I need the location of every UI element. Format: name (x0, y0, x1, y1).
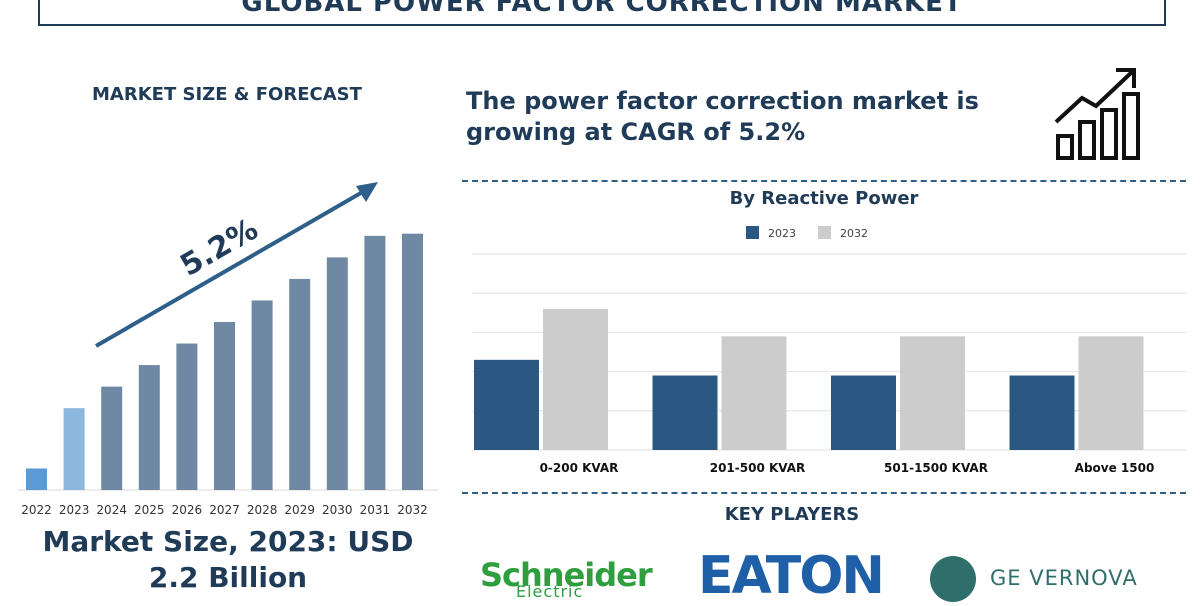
market-size-line1: Market Size, 2023: USD (42, 525, 414, 558)
headline-line1: The power factor correction market is (466, 87, 979, 115)
x-tick-label: 2025 (134, 503, 165, 517)
cagr-headline: The power factor correction market is gr… (466, 86, 1026, 148)
forecast-bar (63, 408, 85, 490)
reactive-power-bar (831, 375, 896, 450)
headline-line2: growing at CAGR of 5.2% (466, 118, 806, 146)
x-tick-label: 2026 (172, 503, 203, 517)
page-title: GLOBAL POWER FACTOR CORRECTION MARKET (241, 0, 963, 18)
category-label: 501-1500 KVAR (884, 461, 988, 475)
trend-arrow-head (356, 182, 378, 202)
legend-label: 2032 (840, 227, 868, 240)
x-tick-label: 2027 (209, 503, 240, 517)
x-tick-label: 2030 (322, 503, 353, 517)
forecast-bar (364, 235, 386, 490)
eaton-logo: EATON (698, 546, 885, 606)
reactive-power-bar (721, 336, 787, 450)
legend-label: 2023 (768, 227, 796, 240)
forecast-bar (214, 322, 235, 490)
key-players-title: KEY PLAYERS (724, 504, 860, 525)
forecast-bar (101, 386, 123, 490)
forecast-bar (251, 300, 273, 490)
category-label: 201-500 KVAR (710, 461, 806, 475)
forecast-bar (326, 257, 348, 490)
x-tick-label: 2024 (96, 503, 127, 517)
category-label: Above 1500 (1075, 461, 1155, 475)
x-tick-label: 2032 (397, 503, 428, 517)
forecast-bar (26, 468, 47, 490)
ge-vernova-logo: GE VERNOVA (990, 566, 1138, 590)
x-tick-label: 2029 (284, 503, 315, 517)
forecast-bar (402, 233, 423, 490)
reactive-power-bar (474, 359, 539, 450)
reactive-power-bar (543, 308, 608, 450)
schneider-electric-logo: Schneider Electric (480, 556, 653, 601)
reactive-power-bar (652, 375, 718, 450)
category-label: 0-200 KVAR (540, 461, 619, 475)
header-title-box: GLOBAL POWER FACTOR CORRECTION MARKET (38, 0, 1166, 26)
divider-bottom (462, 492, 1186, 494)
forecast-bar (289, 278, 311, 490)
legend-swatch (818, 226, 831, 239)
x-tick-label: 2022 (21, 503, 52, 517)
forecast-bar (176, 343, 198, 490)
trend-arrow-line (94, 188, 368, 348)
reactive-power-bar (1078, 336, 1144, 450)
x-tick-label: 2028 (247, 503, 278, 517)
x-tick-label: 2023 (59, 503, 90, 517)
schneider-logo-sub: Electric (516, 582, 584, 601)
ge-monogram-icon (930, 556, 976, 602)
reactive-power-bar (1009, 375, 1075, 450)
reactive-power-bar (900, 336, 965, 450)
forecast-bar (138, 365, 160, 490)
reactive-power-title: By Reactive Power (729, 188, 919, 209)
market-size-heading: MARKET SIZE & FORECAST (92, 84, 362, 105)
reactive-power-chart: 2023 2032 0-200 KVAR 201-500 KVAR 501-1500 K… (472, 226, 1186, 475)
schneider-logo-name: Schneider (480, 556, 653, 594)
market-size-line2: 2.2 Billion (148, 561, 308, 594)
legend-swatch (746, 226, 759, 239)
market-forecast-chart: 2022 2023 2024 2025 2026 2027 2028 2029 2030 2031… (18, 182, 438, 517)
x-tick-label: 2031 (360, 503, 391, 517)
market-size-text: Market Size, 2023: USD 2.2 Billion (0, 524, 456, 596)
divider-top (462, 180, 1186, 182)
growth-bars-arrow-icon (1054, 68, 1140, 160)
